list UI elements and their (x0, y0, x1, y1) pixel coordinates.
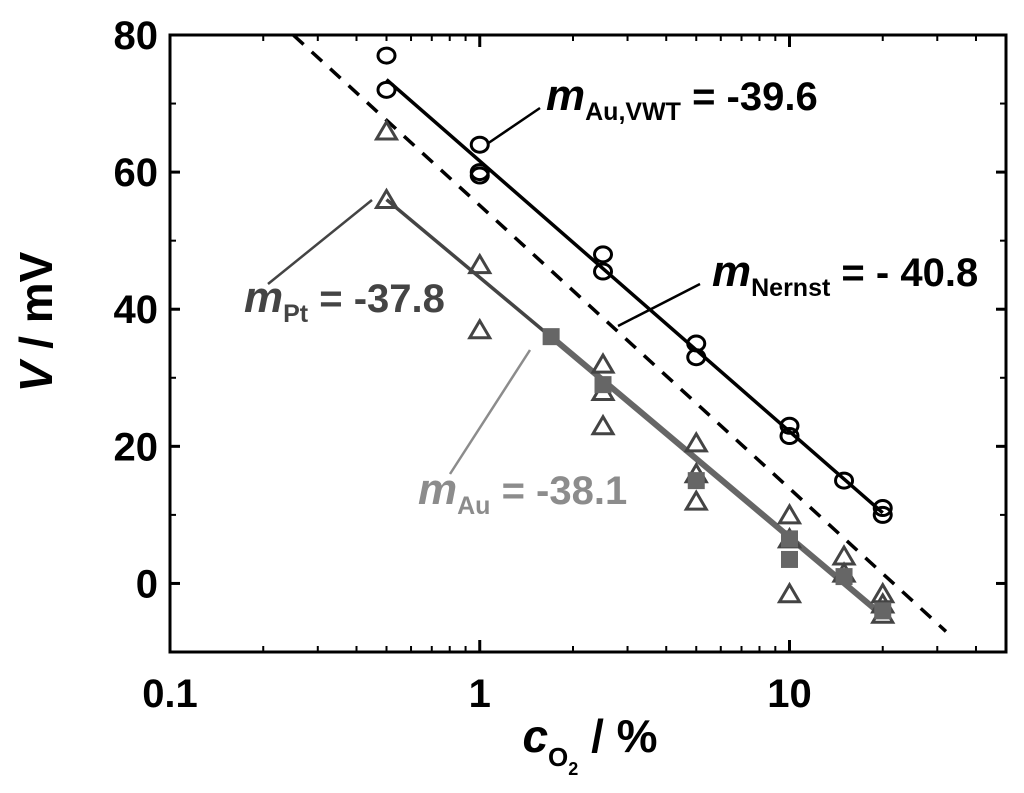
au_vwt-annotation-symbol: m (546, 71, 585, 120)
pt-triangle-point (776, 502, 803, 525)
nernst-dashed-line (292, 33, 948, 633)
au_vwt-fit-line (385, 78, 884, 515)
x-tick-label: 1 (469, 672, 491, 716)
nernst-slope-annotation: mNernst = - 40.8 (712, 247, 978, 302)
pt-triangle-point (870, 581, 896, 604)
x-axis-title: cO2 / % (522, 710, 657, 779)
y-axis-title-symbol: V (10, 358, 62, 392)
au_vwt-circle-point (872, 505, 893, 524)
pt-leader-line (267, 199, 373, 285)
au_vwt-circle-point (593, 245, 614, 264)
x-axis-title-subsub: 2 (568, 759, 578, 779)
au_vwt-circle-point (779, 416, 800, 435)
au_vwt-circle-point (686, 348, 707, 367)
pt-triangle-point (467, 252, 493, 275)
au_vwt-circle-point (469, 135, 490, 154)
au_vwt-circle-point (779, 427, 800, 446)
y-axis-title: V / mV (10, 251, 62, 392)
pt-triangle-point (373, 119, 400, 141)
au-square-point (835, 568, 853, 586)
nernst-leader-line (617, 282, 701, 328)
y-tick-label: 80 (114, 14, 159, 58)
y-tick-label: 40 (114, 288, 159, 332)
au-square-point (780, 550, 798, 568)
au-square-point (874, 602, 892, 620)
axis-ticks: 0 20 40 60 80 0.1 1 10 (114, 14, 1007, 716)
pt-annotation-subscript: Pt (283, 300, 309, 328)
au-annotation-symbol: m (418, 465, 457, 514)
x-axis-title-symbol: c (522, 710, 548, 762)
plot-frame (168, 33, 1008, 654)
y-tick-label: 0 (136, 562, 158, 606)
pt-triangle-point (683, 489, 709, 511)
pt-triangle-point (590, 413, 616, 436)
au_vwt-leader-line (486, 106, 541, 146)
au_vwt-annotation-value: = -39.6 (681, 75, 818, 119)
nernst-annotation-symbol: m (712, 247, 751, 296)
au-annotation-subscript: Au (457, 492, 490, 520)
au_vwt-circle-point (376, 46, 397, 65)
x-axis-title-unit: / % (578, 710, 657, 762)
x-tick-label: 10 (767, 672, 812, 716)
au_vwt-circle-point (469, 166, 490, 185)
y-tick-label: 60 (114, 151, 159, 195)
nernst-annotation-subscript: Nernst (751, 274, 831, 302)
pt-triangle-point (683, 430, 709, 453)
au-square-point (687, 472, 705, 490)
au_vwt-circle-point (834, 471, 855, 490)
au-slope-annotation: mAu = -38.1 (418, 465, 627, 520)
au_vwt-circle-point (376, 80, 397, 99)
au_vwt-annotation-subscript: Au,VWT (585, 98, 681, 126)
au_vwt-circle-point (872, 499, 893, 518)
pt-annotation-value: = -37.8 (308, 277, 445, 321)
pt-annotation-symbol: m (244, 273, 283, 322)
pt-slope-annotation: mPt = -37.8 (244, 273, 445, 328)
nernst-annotation-value: = - 40.8 (830, 251, 978, 295)
y-axis-title-unit: / mV (10, 251, 62, 361)
au-leader-line (448, 349, 532, 475)
x-axis-title-sub: O (548, 742, 568, 772)
pt-triangle-point (467, 317, 493, 340)
data-points (373, 46, 896, 624)
au_vwt-slope-annotation: mAu,VWT = -39.6 (546, 71, 818, 126)
x-tick-label: 0.1 (142, 672, 198, 716)
pt-triangle-point (373, 187, 400, 210)
au-square-point (780, 530, 798, 548)
pt-triangle-point (590, 352, 616, 374)
au_vwt-circle-point (593, 262, 614, 281)
au-annotation-value: = -38.1 (490, 469, 627, 513)
y-tick-label: 20 (114, 425, 159, 469)
au-square-point (594, 376, 612, 394)
pt-triangle-point (776, 581, 803, 604)
au-square-point (542, 328, 560, 346)
